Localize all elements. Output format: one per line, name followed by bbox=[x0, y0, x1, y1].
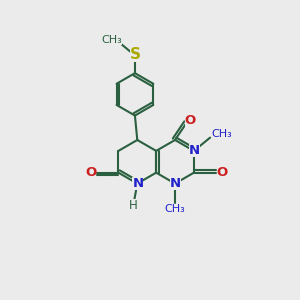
Text: S: S bbox=[130, 47, 141, 62]
Text: O: O bbox=[217, 166, 228, 179]
Text: N: N bbox=[189, 144, 200, 158]
Text: H: H bbox=[128, 199, 137, 212]
Text: CH₃: CH₃ bbox=[102, 35, 122, 45]
Text: N: N bbox=[132, 177, 143, 190]
Text: N: N bbox=[170, 177, 181, 190]
Text: O: O bbox=[85, 166, 96, 179]
Text: CH₃: CH₃ bbox=[211, 129, 232, 139]
Text: CH₃: CH₃ bbox=[165, 204, 185, 214]
Text: O: O bbox=[185, 114, 196, 127]
